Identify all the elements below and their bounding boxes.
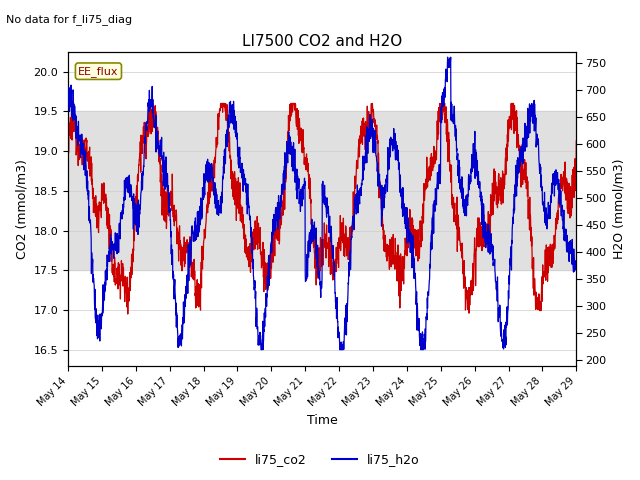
- Y-axis label: CO2 (mmol/m3): CO2 (mmol/m3): [15, 159, 28, 259]
- Bar: [68, 111, 576, 270]
- Text: EE_flux: EE_flux: [78, 66, 118, 77]
- Legend: li75_co2, li75_h2o: li75_co2, li75_h2o: [215, 448, 425, 471]
- Title: LI7500 CO2 and H2O: LI7500 CO2 and H2O: [242, 34, 403, 49]
- Y-axis label: H2O (mmol/m3): H2O (mmol/m3): [612, 158, 625, 259]
- Text: No data for f_li75_diag: No data for f_li75_diag: [6, 14, 132, 25]
- X-axis label: Time: Time: [307, 414, 337, 427]
